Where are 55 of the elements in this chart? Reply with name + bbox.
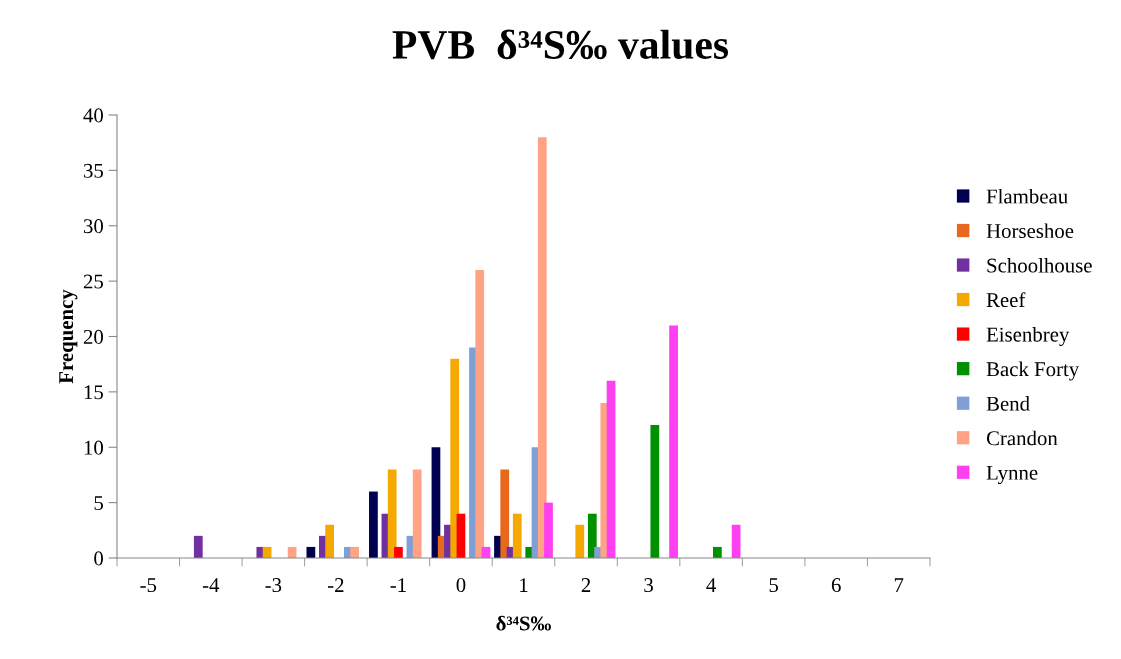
legend-label: Horseshoe xyxy=(986,223,1074,239)
y-tick-label: 10 xyxy=(84,440,104,455)
bar xyxy=(475,270,485,558)
legend-label: Eisenbrey xyxy=(986,326,1070,346)
bar xyxy=(350,546,360,558)
bar xyxy=(544,502,553,558)
chart-title: PVB δ³⁴S‰ values xyxy=(392,29,729,60)
bar xyxy=(712,546,722,558)
x-tick-label: -5 xyxy=(140,578,157,593)
x-tick-label: 2 xyxy=(581,578,591,592)
bar xyxy=(325,524,335,558)
x-tick-label: 4 xyxy=(706,578,716,592)
legend-label: Schoolhouse xyxy=(987,257,1092,273)
bar xyxy=(412,469,422,558)
bar xyxy=(450,358,460,558)
y-tick-label: 20 xyxy=(83,329,104,344)
bar xyxy=(193,535,203,558)
bar xyxy=(606,380,616,558)
bar xyxy=(512,513,522,558)
legend-label: Flambeau xyxy=(986,188,1068,204)
y-tick-label: 5 xyxy=(94,496,103,511)
bar xyxy=(731,524,741,558)
y-tick-label: 25 xyxy=(83,274,103,289)
y-tick-label: 40 xyxy=(83,108,104,123)
x-axis-title: δ³⁴S‰ xyxy=(496,615,551,631)
legend-label: Lynne xyxy=(986,465,1038,485)
legend-label: Crandon xyxy=(986,430,1058,446)
bar xyxy=(306,546,316,558)
bar xyxy=(537,137,547,558)
x-tick-label: -4 xyxy=(202,578,220,592)
bar xyxy=(575,524,585,558)
x-tick-label: 0 xyxy=(456,578,466,593)
bar xyxy=(500,469,510,558)
bar xyxy=(369,491,378,558)
y-tick-label: 35 xyxy=(83,163,103,178)
y-tick-label: 30 xyxy=(83,219,104,234)
x-tick-label: 6 xyxy=(831,578,841,593)
legend-label: Back Forty xyxy=(986,361,1080,381)
y-axis-title: Frequency xyxy=(59,289,78,384)
x-tick-label: -1 xyxy=(390,578,406,592)
bar xyxy=(650,425,660,558)
y-tick-label: 0 xyxy=(94,551,104,566)
x-tick-label: 5 xyxy=(769,578,779,593)
legend-label: Reef xyxy=(986,292,1026,308)
bar xyxy=(387,469,397,558)
x-tick-label: 7 xyxy=(894,578,904,592)
legend-label: Bend xyxy=(986,396,1030,411)
x-tick-label: 3 xyxy=(644,578,653,593)
bar xyxy=(587,513,597,558)
bar xyxy=(394,546,403,558)
x-tick-label: -3 xyxy=(265,578,282,593)
x-tick-label: -2 xyxy=(327,578,344,592)
y-tick-label: 15 xyxy=(84,385,103,400)
x-tick-label: 1 xyxy=(520,578,528,592)
bar xyxy=(669,325,678,558)
